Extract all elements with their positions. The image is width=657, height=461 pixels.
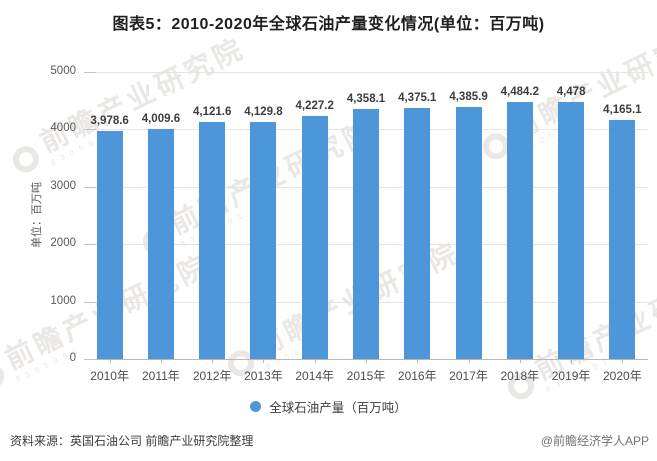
bar-value-label: 4,484.2 [500, 85, 539, 98]
bar-2017年[interactable] [455, 107, 482, 359]
x-tick [314, 359, 316, 363]
footer-source: 资料来源：英国石油公司 前瞻产业研究院整理 [10, 434, 254, 448]
bar-value-label: 4,129.8 [244, 105, 283, 118]
legend-label: 全球石油产量（百万吨） [269, 401, 407, 415]
x-axis-tick-label: 2018年 [500, 369, 540, 383]
bar-2015年[interactable] [353, 108, 379, 359]
y-tick [84, 359, 96, 360]
bar-value-label: 4,121.6 [192, 106, 232, 119]
gridline [84, 72, 648, 73]
x-tick [519, 359, 521, 363]
watermark-logo-icon [8, 141, 44, 177]
x-tick [571, 359, 573, 363]
bar-value-label: 4,478 [556, 85, 586, 98]
x-tick [263, 359, 265, 363]
x-axis-tick-label: 2014年 [295, 369, 335, 383]
y-tick [84, 244, 96, 246]
bar-value-label: 4,358.1 [346, 92, 386, 105]
y-axis-tick-label: 1000 [50, 294, 76, 307]
footer: 资料来源：英国石油公司 前瞻产业研究院整理 @前瞻经济学人APP [10, 432, 649, 449]
x-axis-tick-label: 2011年 [142, 369, 180, 383]
x-axis-tick-label: 2010年 [90, 369, 129, 383]
bar-2014年[interactable] [301, 116, 328, 359]
y-tick [84, 72, 96, 73]
x-tick [212, 359, 214, 363]
x-tick [468, 359, 470, 363]
bar-2016年[interactable] [404, 107, 431, 359]
bar-value-label: 4,385.9 [449, 91, 488, 104]
bar-2019年[interactable] [558, 101, 585, 359]
x-axis-tick-label: 2012年 [192, 369, 232, 383]
bar-value-label: 4,227.2 [295, 100, 334, 113]
bar-2010年[interactable] [96, 130, 123, 359]
chart-title: 图表5：2010-2020年全球石油产量变化情况(单位：百万吨) [112, 16, 545, 33]
bar-value-label: 4,165.1 [603, 103, 642, 116]
x-axis-tick-label: 2015年 [346, 369, 386, 383]
x-tick [160, 359, 162, 363]
bar-2012年[interactable] [199, 122, 226, 359]
y-axis-tick-label: 5000 [50, 65, 76, 77]
y-axis-tick-label: 3000 [50, 179, 76, 192]
plot-area: 0 1000 2000 3000 4000 5000 3,978.6 2010年 4,009.6… [50, 65, 648, 383]
x-tick [417, 359, 419, 363]
x-axis-tick-label: 2019年 [551, 369, 591, 383]
bar-value-label: 4,375.1 [398, 91, 437, 104]
bar-value-label: 4,009.6 [141, 112, 181, 125]
x-axis-tick-label: 2020年 [603, 369, 642, 383]
bar-2020年[interactable] [609, 119, 636, 359]
y-axis-tick-label: 0 [69, 352, 76, 364]
y-tick [84, 301, 96, 303]
x-tick [366, 359, 367, 363]
y-axis-tick-label: 4000 [50, 122, 76, 135]
x-tick [109, 359, 111, 363]
bar-2011年[interactable] [147, 128, 174, 359]
legend-marker-icon [250, 401, 262, 412]
y-axis-tick-label: 2000 [50, 237, 76, 250]
x-tick [622, 359, 624, 363]
y-tick [84, 186, 96, 188]
watermark-logo-icon [0, 358, 9, 394]
legend[interactable]: 全球石油产量（百万吨） [0, 397, 657, 416]
y-tick [84, 129, 96, 131]
x-axis-tick-label: 2017年 [449, 369, 488, 383]
footer-credit: @前瞻经济学人APP [540, 434, 649, 448]
bar-2013年[interactable] [250, 121, 277, 359]
x-axis-tick-label: 2016年 [397, 369, 437, 383]
x-axis-tick-label: 2013年 [244, 369, 283, 383]
bar-value-label: 3,978.6 [90, 114, 129, 127]
bar-2018年[interactable] [506, 101, 533, 359]
